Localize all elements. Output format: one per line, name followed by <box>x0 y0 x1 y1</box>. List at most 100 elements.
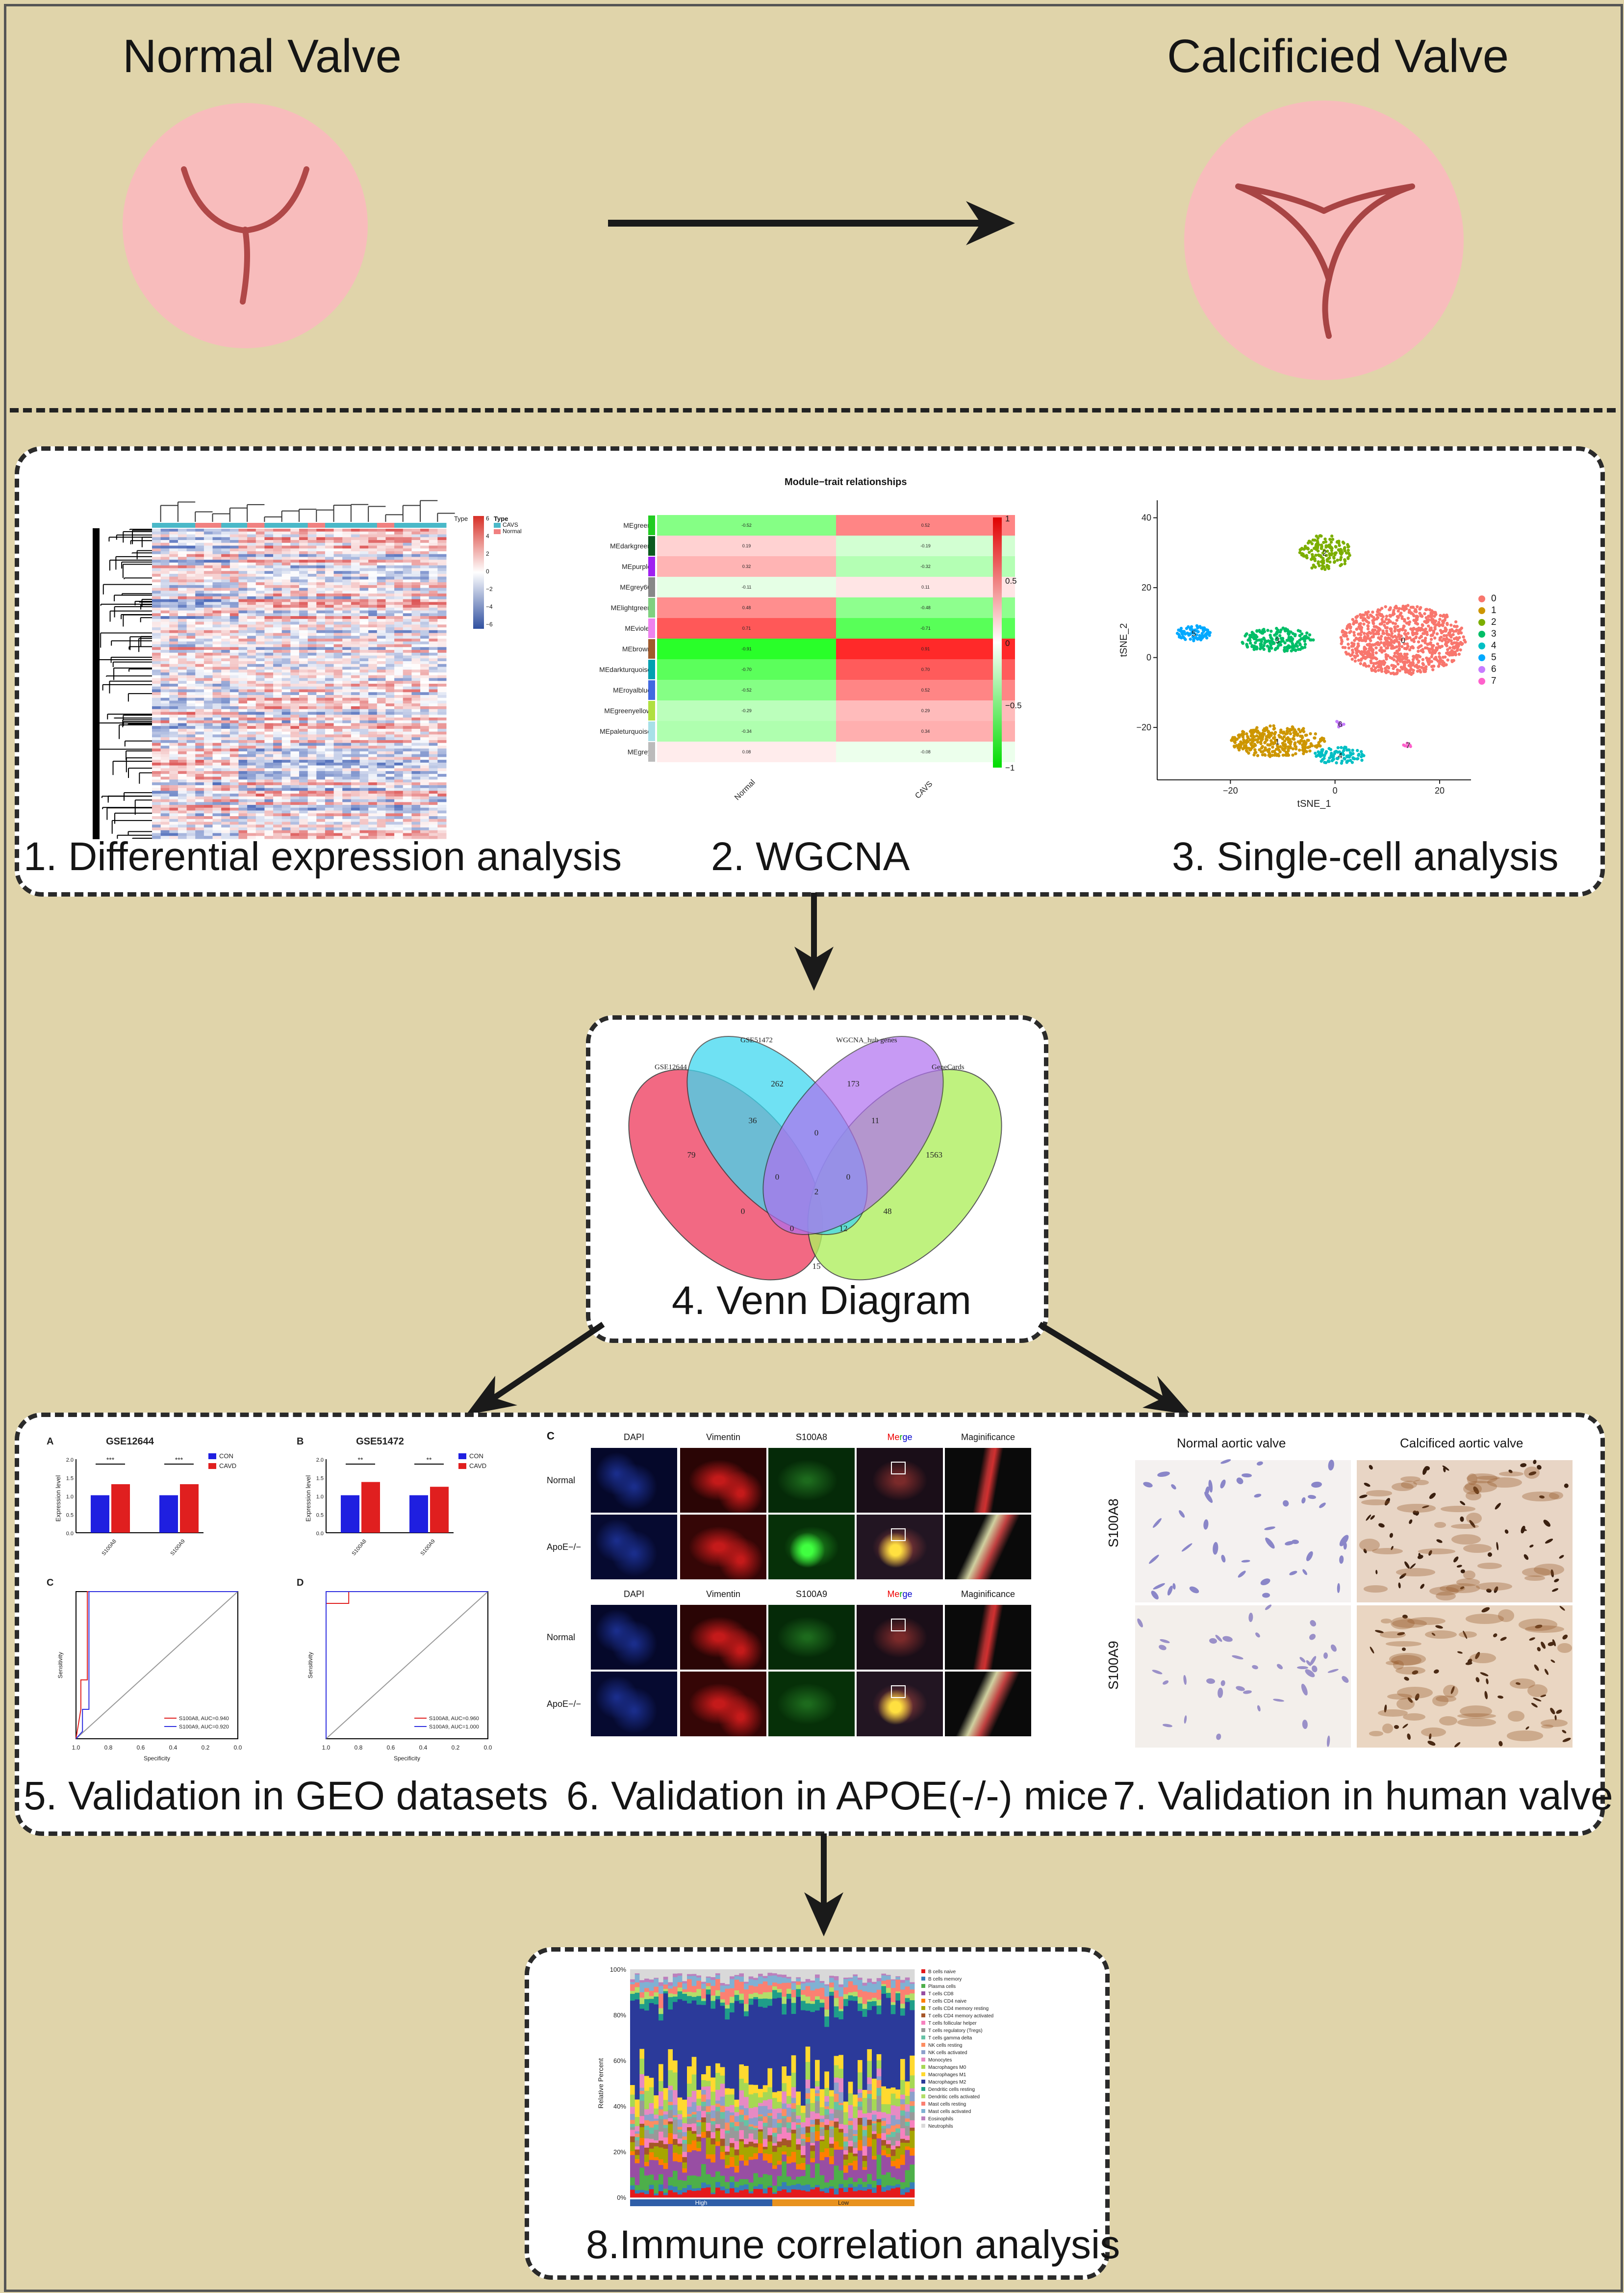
heatmap-cell <box>229 771 239 774</box>
heatmap-cell <box>385 830 395 834</box>
heatmap-cell <box>411 655 421 659</box>
heatmap-cell <box>255 624 265 628</box>
heatmap-cell <box>281 715 291 718</box>
heatmap-cell <box>325 602 334 605</box>
heatmap-cell <box>394 627 404 631</box>
heatmap-cell <box>420 760 430 763</box>
heatmap-type-label: Type <box>454 515 468 522</box>
heatmap-cell <box>351 816 360 820</box>
heatmap-cell <box>229 715 239 718</box>
heatmap-cell <box>273 548 282 552</box>
heatmap-cell <box>316 827 326 831</box>
heatmap-cell <box>178 697 187 701</box>
heatmap-cell <box>264 562 274 566</box>
heatmap-cell <box>160 765 170 769</box>
tsne-point <box>1362 632 1366 635</box>
heatmap-cell <box>212 757 222 760</box>
heatmap-cell <box>429 571 438 574</box>
tsne-point <box>1363 645 1366 649</box>
heatmap-cell <box>212 618 222 622</box>
heatmap-cell <box>186 568 196 571</box>
heatmap-cell <box>212 664 222 668</box>
heatmap-cell <box>186 585 196 589</box>
heatmap-cell <box>169 751 178 755</box>
heatmap-cell <box>307 599 317 602</box>
heatmap-cell <box>264 779 274 783</box>
heatmap-cell <box>290 636 300 639</box>
heatmap-cell <box>203 816 213 820</box>
heatmap-cell <box>178 709 187 712</box>
heatmap-cell <box>359 785 369 789</box>
heatmap-cell <box>385 534 395 538</box>
heatmap-cell <box>160 830 170 834</box>
heatmap-cell <box>247 576 256 580</box>
heatmap-cell <box>186 667 196 670</box>
heatmap-cell <box>420 833 430 836</box>
heatmap-cell <box>290 760 300 763</box>
heatmap-cell <box>238 633 248 636</box>
heatmap-cell <box>195 582 204 586</box>
heatmap-cell <box>178 672 187 676</box>
heatmap-cell <box>229 633 239 636</box>
heatmap-cell <box>368 706 378 710</box>
tsne-point <box>1426 620 1429 624</box>
heatmap-cell <box>186 697 196 701</box>
heatmap-cell <box>394 599 404 602</box>
heatmap-cell <box>195 542 204 546</box>
heatmap-cell <box>429 652 438 656</box>
heatmap-cell <box>420 560 430 563</box>
tsne-point <box>1454 620 1458 623</box>
heatmap-cell <box>437 647 447 650</box>
heatmap-cell <box>316 613 326 617</box>
heatmap-cell <box>212 779 222 783</box>
heatmap-cell <box>186 757 196 760</box>
heatmap-cell <box>403 568 412 571</box>
heatmap-cell <box>429 785 438 789</box>
heatmap-cell <box>238 785 248 789</box>
heatmap-cell <box>229 760 239 763</box>
heatmap-cell <box>299 582 308 586</box>
heatmap-cell <box>238 571 248 574</box>
heatmap-cell <box>333 731 343 735</box>
heatmap-cell <box>221 681 230 684</box>
heatmap-cell <box>333 630 343 634</box>
heatmap-cell <box>368 802 378 805</box>
heatmap-cell <box>437 610 447 614</box>
tsne-point <box>1349 625 1352 629</box>
heatmap-cell <box>429 542 438 546</box>
heatmap-cell <box>290 560 300 563</box>
heatmap-cell <box>351 618 360 622</box>
heatmap-cell <box>221 571 230 574</box>
tsne-point <box>1353 654 1356 658</box>
heatmap-cell <box>385 765 395 769</box>
heatmap-cell <box>403 776 412 780</box>
heatmap-cell <box>169 788 178 791</box>
heatmap-cell <box>325 540 334 543</box>
heatmap-cell <box>411 794 421 797</box>
heatmap-cell <box>178 652 187 656</box>
heatmap-cell <box>403 757 412 760</box>
heatmap-cell <box>255 779 265 783</box>
heatmap-cell <box>420 540 430 543</box>
heatmap-cell <box>290 579 300 583</box>
heatmap-cell <box>420 773 430 777</box>
heatmap-cell <box>299 565 308 568</box>
heatmap-cell <box>212 754 222 757</box>
heatmap-cell <box>281 551 291 555</box>
heatmap-cell <box>203 779 213 783</box>
heatmap-cell <box>264 827 274 831</box>
heatmap-cell <box>333 782 343 786</box>
heatmap-cell <box>307 661 317 665</box>
heatmap-cell <box>238 531 248 535</box>
heatmap-cell <box>411 762 421 766</box>
heatmap-cell <box>290 658 300 662</box>
heatmap-cell <box>221 658 230 662</box>
heatmap-cell <box>411 630 421 634</box>
heatmap-cell <box>316 757 326 760</box>
heatmap-cell <box>152 650 161 653</box>
heatmap-cell <box>255 728 265 732</box>
heatmap-cell <box>238 551 248 555</box>
heatmap-cell <box>281 760 291 763</box>
heatmap-cell <box>316 771 326 774</box>
heatmap-cell <box>212 686 222 690</box>
